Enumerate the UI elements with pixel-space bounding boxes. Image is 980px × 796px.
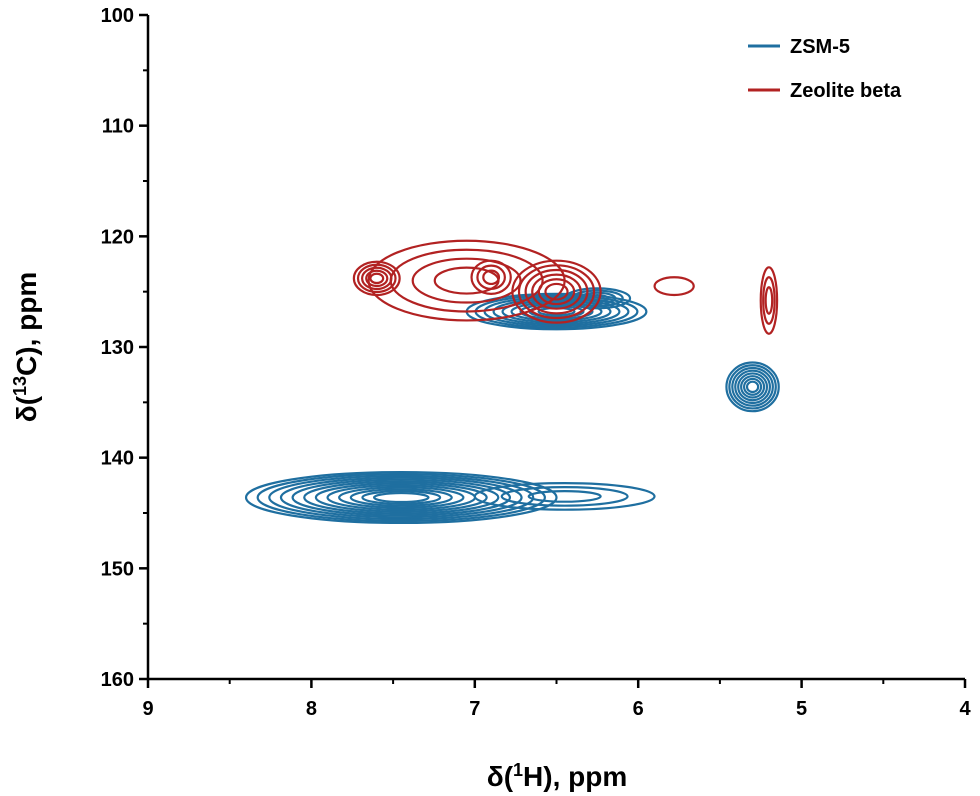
- contour-level: [279, 476, 523, 519]
- axes: 9 8 7 6 5 4 100 110 120 130 140 150 160: [101, 5, 972, 720]
- contour-level: [764, 286, 774, 315]
- contour-level: [725, 361, 780, 413]
- x-tick-label: 6: [633, 698, 644, 720]
- contour-level: [352, 260, 401, 297]
- contour-level: [373, 491, 430, 504]
- contour-level: [544, 282, 569, 301]
- y-tick-label: 120: [101, 226, 134, 248]
- contour-level: [653, 276, 695, 297]
- x-tick-label: 9: [142, 698, 153, 720]
- contour-level: [740, 375, 766, 399]
- y-tick-label: 100: [101, 5, 134, 27]
- legend-label-2: Zeolite beta: [790, 80, 902, 102]
- y-tick-label: 140: [101, 448, 134, 470]
- contour-level: [268, 474, 535, 521]
- contour-level: [728, 364, 777, 410]
- contour-level: [473, 482, 656, 511]
- contour-level: [511, 259, 602, 324]
- legend-label-1: ZSM-5: [790, 36, 850, 58]
- contour-level: [517, 264, 596, 320]
- contour-level: [303, 480, 500, 515]
- x-tick-label: 7: [469, 698, 480, 720]
- contour-level: [389, 248, 544, 313]
- contour-level: [731, 366, 774, 407]
- contour-level: [349, 488, 453, 507]
- x-axis-title: δ(1H), ppm: [487, 760, 628, 792]
- contour-level: [482, 269, 501, 286]
- legend: ZSM-5 Zeolite beta: [748, 36, 902, 102]
- contour-level: [338, 486, 465, 509]
- contour-level: [524, 268, 589, 315]
- x-tick-label: 5: [796, 698, 807, 720]
- contour-level: [244, 470, 558, 525]
- y-tick-label: 150: [101, 558, 134, 580]
- contour-level: [411, 257, 522, 304]
- contour-level: [759, 266, 779, 335]
- y-tick-label: 110: [102, 116, 134, 138]
- contour-level: [500, 486, 629, 507]
- contour-level: [476, 264, 506, 291]
- contour-level: [470, 259, 512, 295]
- y-tick-label: 160: [101, 669, 134, 691]
- contour-level: [291, 478, 512, 517]
- x-tick-label: 8: [306, 698, 317, 720]
- contour-level: [734, 369, 772, 405]
- contour-level: [314, 482, 488, 513]
- plot-area: [244, 239, 780, 525]
- y-tick-label: 130: [101, 337, 134, 359]
- contour-level: [537, 278, 576, 306]
- contour-level: [563, 287, 632, 310]
- y-axis-title: δ(13C), ppm: [10, 272, 42, 423]
- contour-level: [737, 372, 769, 402]
- series-2-contours: [352, 239, 779, 335]
- contour-layer: [244, 239, 780, 525]
- contour-level: [369, 272, 385, 285]
- contour-level: [256, 472, 546, 523]
- contour-level: [762, 276, 776, 325]
- contour-level: [531, 273, 582, 310]
- x-tick-label: 4: [959, 698, 971, 720]
- contour-level: [742, 377, 763, 396]
- contour-level: [527, 489, 602, 503]
- contour-level: [510, 301, 603, 322]
- contour-level: [365, 269, 389, 288]
- contour-level: [745, 380, 760, 394]
- contour-level: [361, 490, 442, 505]
